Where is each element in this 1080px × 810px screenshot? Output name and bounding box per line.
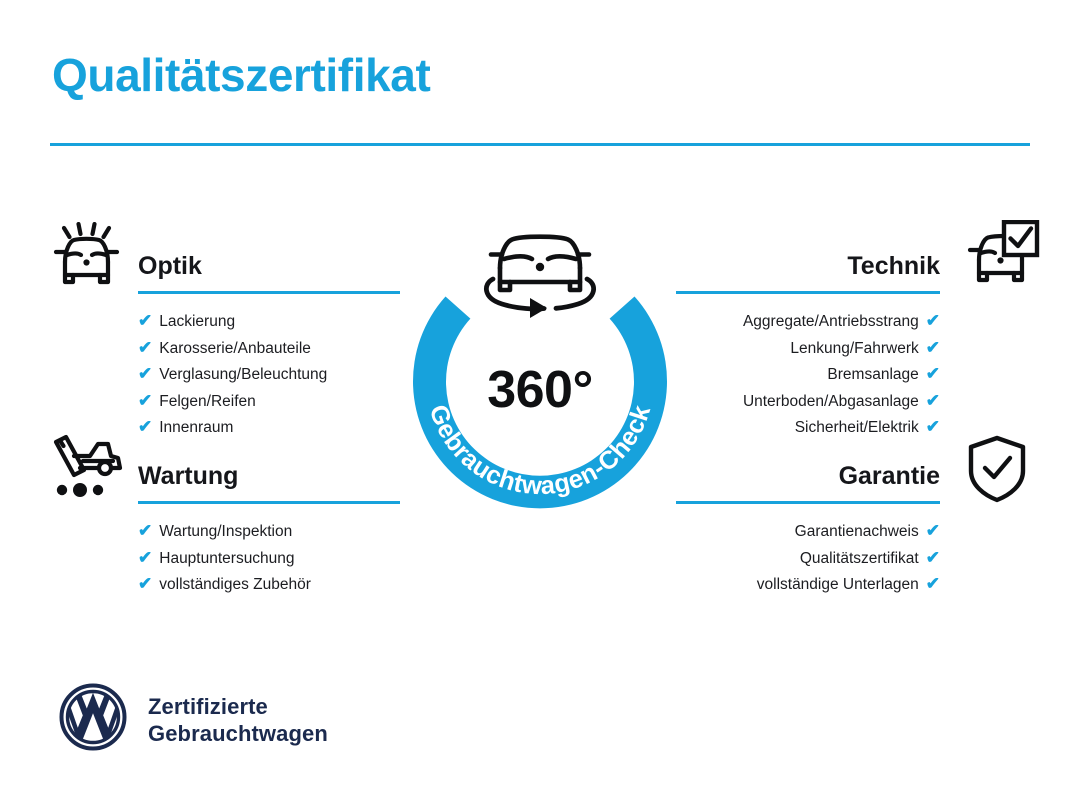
list-item-label: Lenkung/Fahrwerk: [790, 339, 919, 357]
list-item-label: Qualitätszertifikat: [799, 549, 919, 567]
list-item: ✔ Wartung/Inspektion: [138, 518, 400, 545]
vw-footer-line2: Gebrauchtwagen: [148, 720, 328, 746]
list-item-label: Innenraum: [159, 419, 234, 436]
list-item-label: Garantienachweis: [794, 523, 919, 540]
vw-footer-label: Zertifizierte Gebrauchtwagen: [148, 693, 328, 747]
section-header: Garantie: [676, 460, 940, 504]
vw-footer-logo: Zertifizierte Gebrauchtwagen: [58, 682, 328, 757]
checklist: ✔ Wartung/Inspektion ✔ Hauptuntersuchung…: [138, 518, 400, 598]
shield-check-icon: [966, 434, 1028, 509]
section-divider: [676, 291, 940, 294]
list-item-label: Unterboden/Abgasanlage: [742, 392, 919, 410]
section-wartung: Wartung ✔ Wartung/Inspektion ✔ Hauptunte…: [138, 460, 400, 598]
list-item-label: Felgen/Reifen: [159, 392, 256, 410]
section-garantie: Garantie Garantienachweis ✔ Qualitätszer…: [676, 460, 940, 598]
section-header: Technik: [676, 250, 940, 294]
check-icon: ✔: [138, 311, 153, 330]
check-icon: ✔: [138, 521, 153, 540]
list-item: ✔ Innenraum: [138, 414, 400, 441]
check-icon: ✔: [138, 337, 153, 357]
vw-footer-line1: Zertifizierte: [148, 693, 268, 719]
checklist: Aggregate/Antriebsstrang ✔ Lenkung/Fahrw…: [676, 308, 940, 441]
vw-logo: [58, 682, 128, 757]
list-item: ✔ Verglasung/Beleuchtung: [138, 361, 400, 388]
section-technik: Technik Aggregate/Antriebsstrang ✔ Lenku…: [676, 250, 940, 441]
checklist: Garantienachweis ✔ Qualitätszertifikat ✔…: [676, 518, 940, 598]
list-item-label: Verglasung/Beleuchtung: [159, 366, 328, 383]
list-item: Aggregate/Antriebsstrang ✔: [676, 308, 940, 335]
check-icon: ✔: [925, 574, 940, 593]
section-header: Optik: [138, 250, 400, 294]
list-item-label: Bremsanlage: [827, 366, 919, 383]
list-item: ✔ Karosserie/Anbauteile: [138, 335, 400, 362]
car-checkbox-icon: [966, 219, 1040, 297]
360-check-badge: Gebrauchtwagen-Check: [396, 212, 684, 512]
car-shine-icon: [50, 221, 124, 299]
list-item: ✔ Lackierung: [138, 308, 400, 335]
list-item-label: Hauptuntersuchung: [159, 549, 295, 567]
section-title: Wartung: [138, 462, 239, 490]
list-item: Bremsanlage ✔: [676, 361, 940, 388]
list-item: Qualitätszertifikat ✔: [676, 545, 940, 572]
list-item: Unterboden/Abgasanlage ✔: [676, 388, 940, 415]
section-title: Optik: [138, 252, 202, 280]
page-title: Qualitätszertifikat: [52, 49, 431, 101]
list-item-label: Lackierung: [159, 313, 236, 330]
check-icon: ✔: [925, 417, 940, 436]
section-optik: Optik ✔ Lackierung ✔ Karosserie/Anbautei…: [138, 250, 400, 441]
list-item-label: vollständige Unterlagen: [756, 576, 919, 593]
check-icon: ✔: [138, 574, 153, 593]
list-item: Garantienachweis ✔: [676, 518, 940, 545]
list-item-label: Wartung/Inspektion: [159, 523, 293, 540]
list-item: ✔ Hauptuntersuchung: [138, 545, 400, 572]
badge-ring: [413, 296, 667, 509]
list-item-label: Sicherheit/Elektrik: [794, 419, 919, 436]
list-item-label: Karosserie/Anbauteile: [159, 339, 311, 357]
car-rotate-icon: [484, 234, 596, 318]
checklist: ✔ Lackierung ✔ Karosserie/Anbauteile ✔ V…: [138, 308, 400, 441]
check-icon: ✔: [138, 547, 153, 567]
list-item-label: vollständiges Zubehör: [159, 576, 311, 593]
check-icon: ✔: [925, 311, 940, 330]
check-icon: ✔: [138, 390, 153, 410]
list-item: Sicherheit/Elektrik ✔: [676, 414, 940, 441]
section-title: Garantie: [838, 462, 940, 490]
section-divider: [676, 501, 940, 504]
car-lift-icon: [50, 434, 128, 511]
check-icon: ✔: [925, 390, 940, 410]
list-item: ✔ Felgen/Reifen: [138, 388, 400, 415]
check-icon: ✔: [138, 364, 153, 383]
section-divider: [138, 501, 400, 504]
list-item: vollständige Unterlagen ✔: [676, 571, 940, 598]
check-icon: ✔: [925, 364, 940, 383]
list-item: Lenkung/Fahrwerk ✔: [676, 335, 940, 362]
badge-degrees: 360°: [487, 361, 593, 419]
section-title: Technik: [847, 252, 940, 280]
list-item: ✔ vollständiges Zubehör: [138, 571, 400, 598]
check-icon: ✔: [925, 337, 940, 357]
check-icon: ✔: [138, 417, 153, 436]
check-icon: ✔: [925, 521, 940, 540]
check-icon: ✔: [925, 547, 940, 567]
section-header: Wartung: [138, 460, 400, 504]
header-divider: [50, 143, 1030, 146]
section-divider: [138, 291, 400, 294]
list-item-label: Aggregate/Antriebsstrang: [742, 313, 919, 330]
